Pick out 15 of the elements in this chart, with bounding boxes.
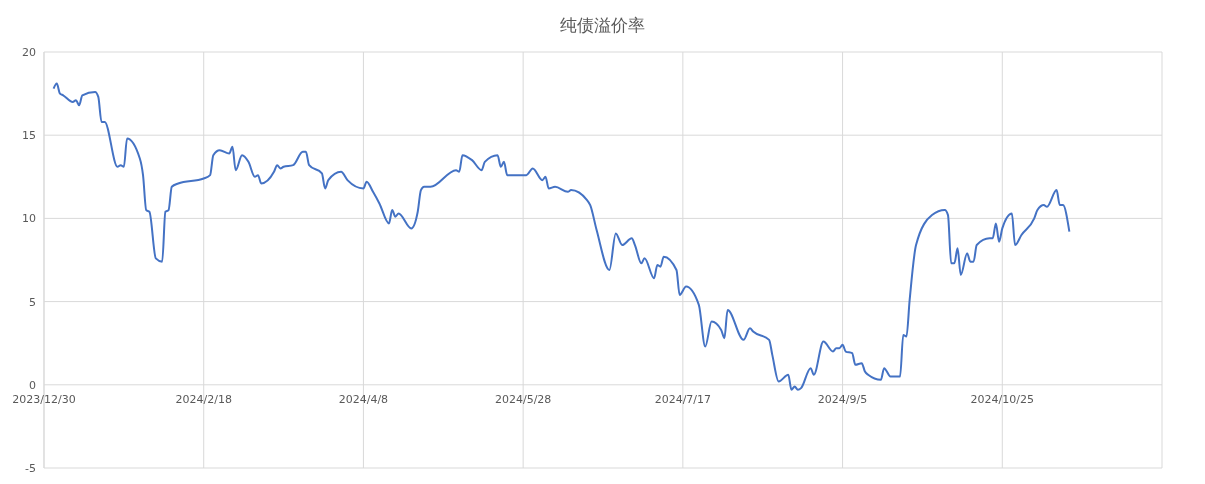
y-tick-label: 20 [22,45,36,59]
x-tick-label: 2024/4/8 [338,392,389,406]
line-series [52,82,1071,391]
y-tick-label: 5 [29,295,36,309]
y-tick-label: 15 [22,129,36,143]
y-tick-label: -5 [25,461,36,475]
chart-title: 纯债溢价率 [559,14,646,37]
x-tick-label: 2024/9/5 [817,392,868,406]
x-tick-label: 2024/7/17 [654,392,712,406]
y-tick-label: 10 [22,212,36,226]
x-tick-label: 2024/5/28 [494,392,552,406]
y-tick-label: 0 [29,378,36,392]
x-tick-label: 2024/2/18 [175,392,232,406]
x-tick-label: 2024/10/25 [970,392,1034,406]
x-tick-label: 2023/12/30 [12,392,76,406]
